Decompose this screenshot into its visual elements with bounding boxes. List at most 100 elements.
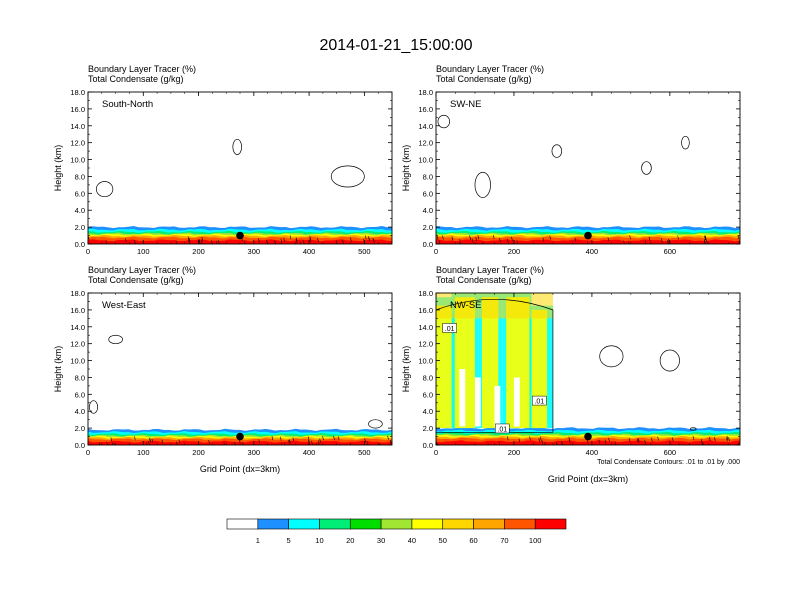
x-tick-label: 200: [192, 247, 205, 256]
clear-gap: [459, 369, 466, 427]
panel-header-tracer: Boundary Layer Tracer (%): [88, 265, 196, 275]
location-marker: [236, 231, 244, 240]
condensate-contour: [279, 436, 282, 441]
condensate-contour: [672, 437, 674, 442]
convective-plume: [531, 309, 548, 429]
condensate-contour: [708, 436, 711, 442]
condensate-contour: [628, 437, 631, 442]
condensate-contour: [366, 441, 369, 445]
panel-header-tracer: Boundary Layer Tracer (%): [88, 64, 196, 74]
condensate-contour: [342, 239, 344, 244]
condensate-contour: [574, 237, 577, 242]
panels: 0.0 2.0 4.0 6.0 8.0 10.0 12.0 14.0 16.0 18.0 0 100 2…: [53, 64, 741, 484]
condensate-contour: [288, 439, 290, 445]
cloud-contour: [681, 135, 690, 150]
condensate-contour: [387, 435, 389, 440]
y-tick-label: 2.0: [75, 424, 85, 433]
panel-header-tracer: Boundary Layer Tracer (%): [436, 64, 544, 74]
condensate-contour: [113, 443, 115, 445]
cloud-contour: [659, 349, 680, 372]
condensate-contour: [436, 443, 439, 445]
condensate-contour: [379, 443, 381, 445]
cloud-contour: [232, 138, 243, 155]
condensate-contour: [134, 239, 136, 244]
x-tick-label: 500: [358, 247, 371, 256]
colorbar-label: 100: [529, 536, 542, 545]
condensate-contour: [125, 238, 127, 243]
panel-header-tracer: Boundary Layer Tracer (%): [436, 265, 544, 275]
convective-plume: [481, 297, 499, 429]
x-tick-label: 100: [137, 448, 150, 457]
condensate-contour: [242, 442, 244, 445]
x-tick-label: 200: [508, 247, 521, 256]
condensate-contour: [151, 438, 154, 443]
panel-header-condensate: Total Condensate (g/kg): [436, 74, 532, 84]
location-marker: [236, 432, 244, 441]
condensate-contour: [208, 440, 210, 445]
colorbar-label: 10: [315, 536, 323, 545]
condensate-contour: [549, 235, 551, 240]
y-tick-label: 4.0: [423, 206, 433, 215]
y-tick-label: 14.0: [70, 323, 85, 332]
condensate-contour: [188, 239, 190, 244]
condensate-contour: [506, 436, 509, 441]
condensate-contour: [258, 238, 260, 243]
clear-gap: [474, 377, 481, 427]
x-tick-label: 500: [358, 448, 371, 457]
x-tick-label: 600: [664, 448, 677, 457]
colorbar-swatch: [288, 518, 320, 530]
condensate-contour: [477, 235, 480, 240]
condensate-contour: [737, 234, 740, 240]
colorbar-swatch: [226, 518, 259, 530]
condensate-contour: [499, 237, 501, 243]
condensate-contour: [188, 238, 191, 243]
contour-label: .01: [497, 426, 507, 433]
colorbar-swatch: [380, 518, 413, 530]
y-tick-label: 16.0: [70, 306, 85, 315]
condensate-contour: [317, 440, 320, 445]
condensate-contour: [538, 438, 541, 443]
y-tick-label: 18.0: [418, 88, 433, 97]
cloud-contour: [437, 114, 450, 129]
y-tick-label: 12.0: [418, 340, 433, 349]
condensate-contour: [315, 443, 318, 445]
colorbar-swatch: [319, 518, 351, 530]
x-tick-label: 400: [303, 448, 316, 457]
condensate-contour: [629, 235, 631, 240]
contour-label-box: [495, 423, 510, 434]
y-tick-label: 8.0: [423, 373, 433, 382]
condensate-contour: [451, 236, 454, 241]
panel-sw-ne: 0.0 2.0 4.0 6.0 8.0 10.0 12.0 14.0 16.0 18.0 0 200 4…: [401, 64, 741, 256]
plot-area: .01 .01 .01: [436, 293, 740, 445]
figure-title: 2014-01-21_15:00:00: [319, 37, 472, 54]
y-tick-label: 8.0: [423, 172, 433, 181]
condensate-contour: [726, 435, 729, 440]
condensate-contour: [271, 436, 274, 441]
tracer-band: [88, 239, 392, 244]
condensate-contour: [507, 239, 509, 244]
y-tick-label: 10.0: [70, 357, 85, 366]
panel-west-east: 0.0 2.0 4.0 6.0 8.0 10.0 12.0 14.0 16.0 18.0 0 100 2…: [53, 265, 393, 474]
condensate-contour: [289, 235, 292, 240]
x-axis-label: Grid Point (dx=3km): [200, 464, 280, 474]
y-tick-label: 14.0: [418, 122, 433, 131]
condensate-contour: [307, 436, 310, 441]
x-tick-label: 400: [586, 247, 599, 256]
condensate-contour: [561, 440, 563, 445]
condensate-contour: [244, 240, 246, 244]
x-tick-label: 300: [248, 247, 261, 256]
x-tick-label: 200: [508, 448, 521, 457]
y-tick-label: 10.0: [418, 156, 433, 165]
y-tick-label: 18.0: [70, 289, 85, 298]
condensate-contour: [322, 436, 324, 441]
plot-frame: [87, 91, 393, 245]
condensate-contour: [604, 439, 607, 444]
y-tick-label: 8.0: [75, 172, 85, 181]
condensate-contour: [568, 439, 571, 444]
clear-gap: [513, 377, 520, 427]
condensate-contour: [644, 439, 647, 445]
colorbar-swatch: [257, 518, 289, 530]
condensate-contour: [436, 298, 554, 433]
y-tick-label: 12.0: [418, 139, 433, 148]
condensate-contour: [373, 239, 375, 244]
